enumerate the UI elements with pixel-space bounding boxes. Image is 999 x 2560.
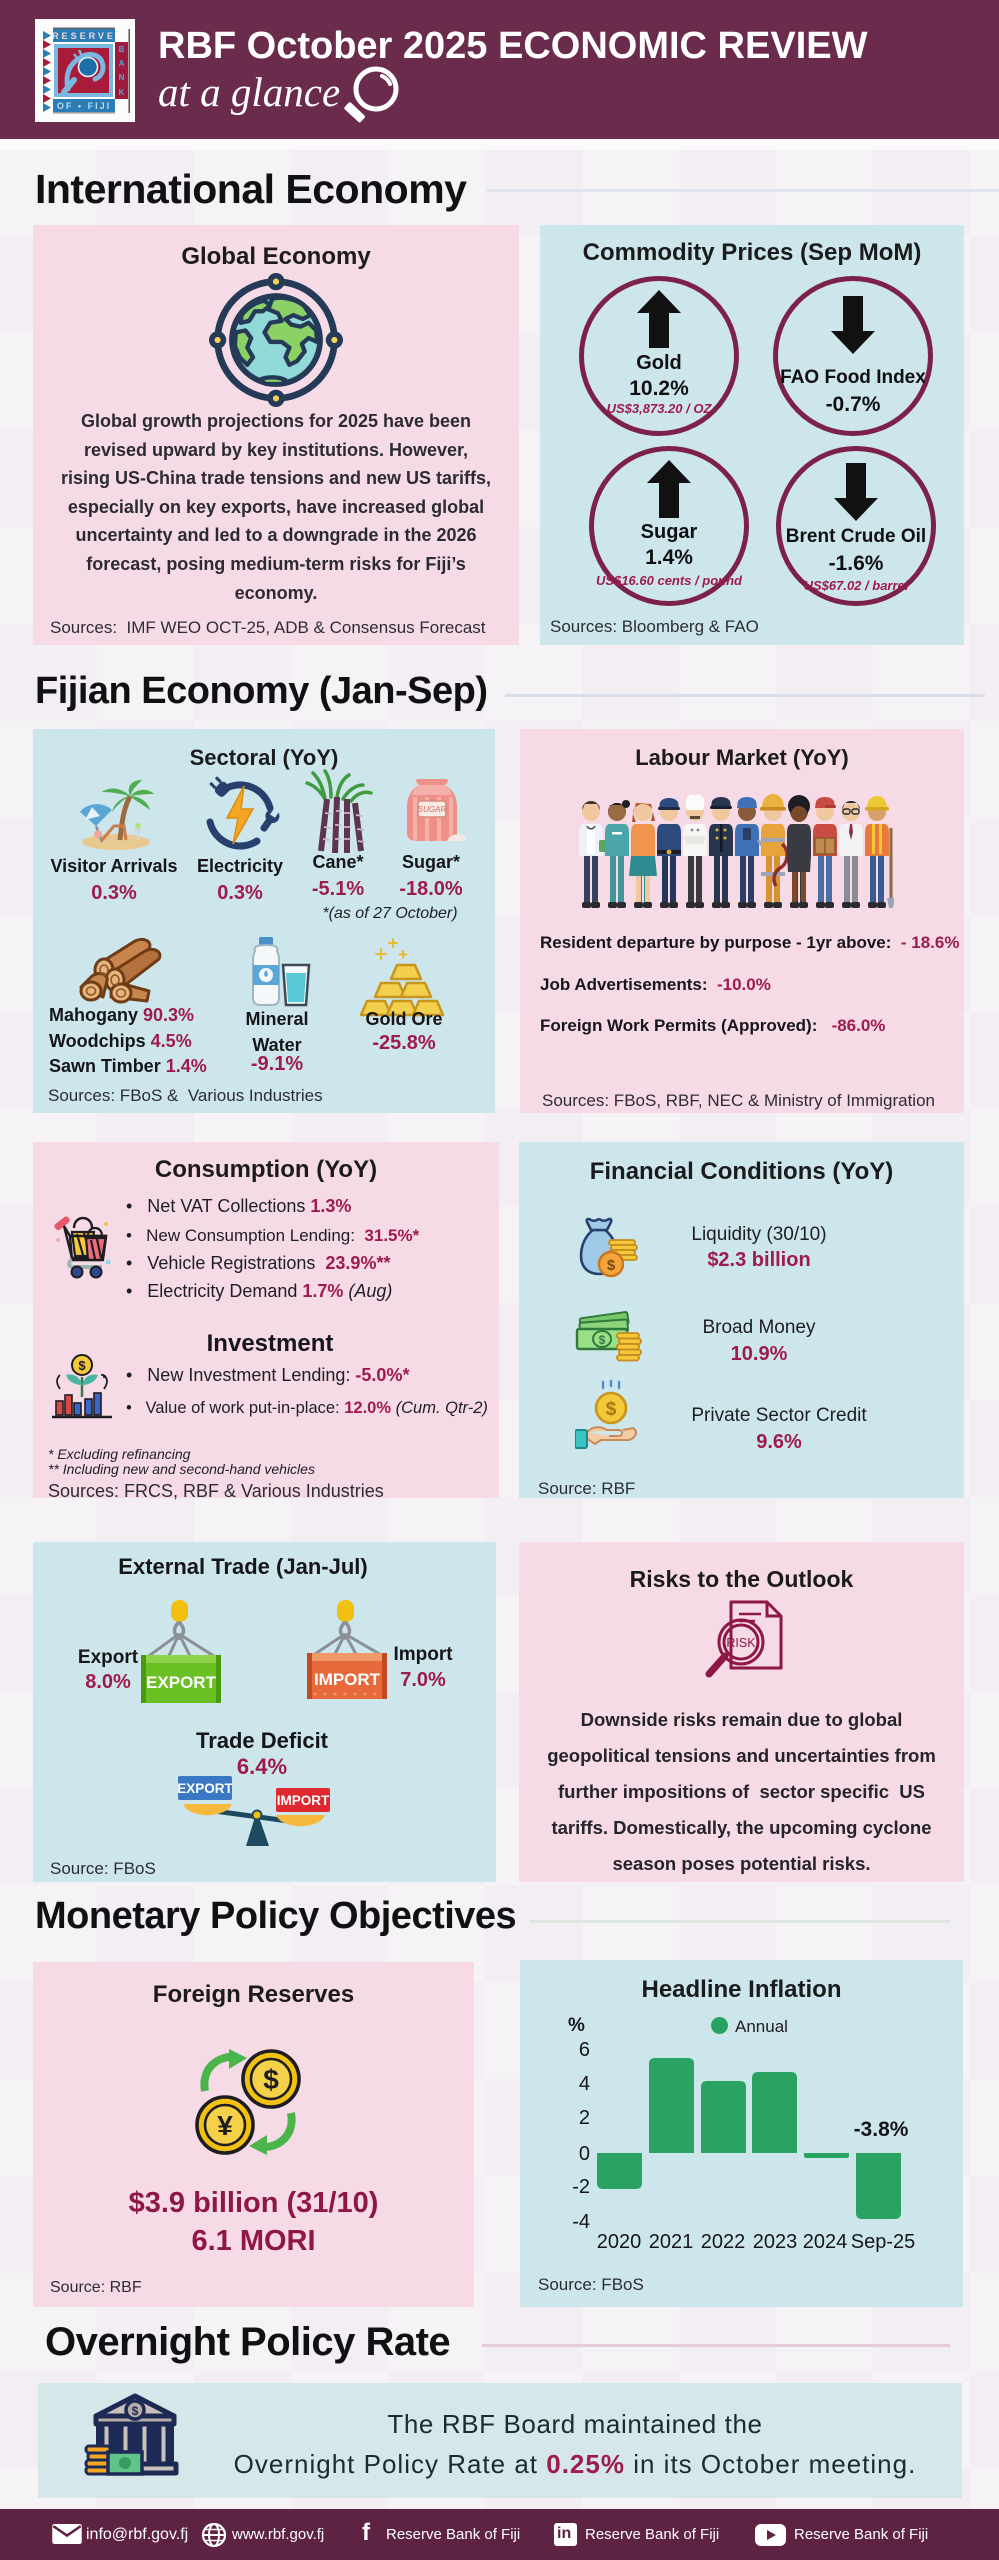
svg-text:EXPORT: EXPORT bbox=[146, 1673, 217, 1692]
svg-text:-3.8%: -3.8% bbox=[854, 2118, 909, 2141]
svg-text:B: B bbox=[119, 45, 125, 54]
svg-text:RISK: RISK bbox=[726, 1636, 756, 1650]
svg-text:$: $ bbox=[263, 2064, 279, 2095]
svg-text:IMPORT: IMPORT bbox=[277, 1793, 330, 1808]
svg-text:2023: 2023 bbox=[753, 2231, 798, 2253]
svg-text:-2: -2 bbox=[572, 2176, 590, 2198]
svg-text:EXPORT: EXPORT bbox=[177, 1781, 233, 1796]
svg-text:$: $ bbox=[132, 2404, 139, 2418]
svg-text:$: $ bbox=[599, 1333, 606, 1347]
svg-text:RESERVE: RESERVE bbox=[52, 31, 116, 41]
svg-text:6: 6 bbox=[579, 2039, 590, 2061]
svg-text:-4: -4 bbox=[572, 2211, 590, 2233]
svg-text:A: A bbox=[119, 59, 125, 68]
svg-text:OF • FIJI: OF • FIJI bbox=[57, 101, 111, 111]
svg-text:2: 2 bbox=[579, 2107, 590, 2129]
svg-text:2021: 2021 bbox=[649, 2231, 694, 2253]
svg-text:0: 0 bbox=[579, 2143, 590, 2165]
svg-text:2020: 2020 bbox=[597, 2231, 642, 2253]
svg-text:¥: ¥ bbox=[217, 2110, 233, 2141]
svg-text:N: N bbox=[119, 73, 125, 82]
svg-text:Sep-25: Sep-25 bbox=[851, 2231, 916, 2253]
svg-text:2022: 2022 bbox=[701, 2231, 746, 2253]
svg-text:K: K bbox=[119, 88, 125, 97]
svg-text:2024: 2024 bbox=[803, 2231, 848, 2253]
svg-text:$: $ bbox=[78, 1358, 86, 1373]
svg-text:$: $ bbox=[606, 1399, 617, 1420]
svg-text:$: $ bbox=[607, 1257, 616, 1274]
svg-text:SUGAR: SUGAR bbox=[418, 805, 447, 814]
svg-text:IMPORT: IMPORT bbox=[314, 1670, 381, 1689]
svg-text:4: 4 bbox=[579, 2073, 590, 2095]
